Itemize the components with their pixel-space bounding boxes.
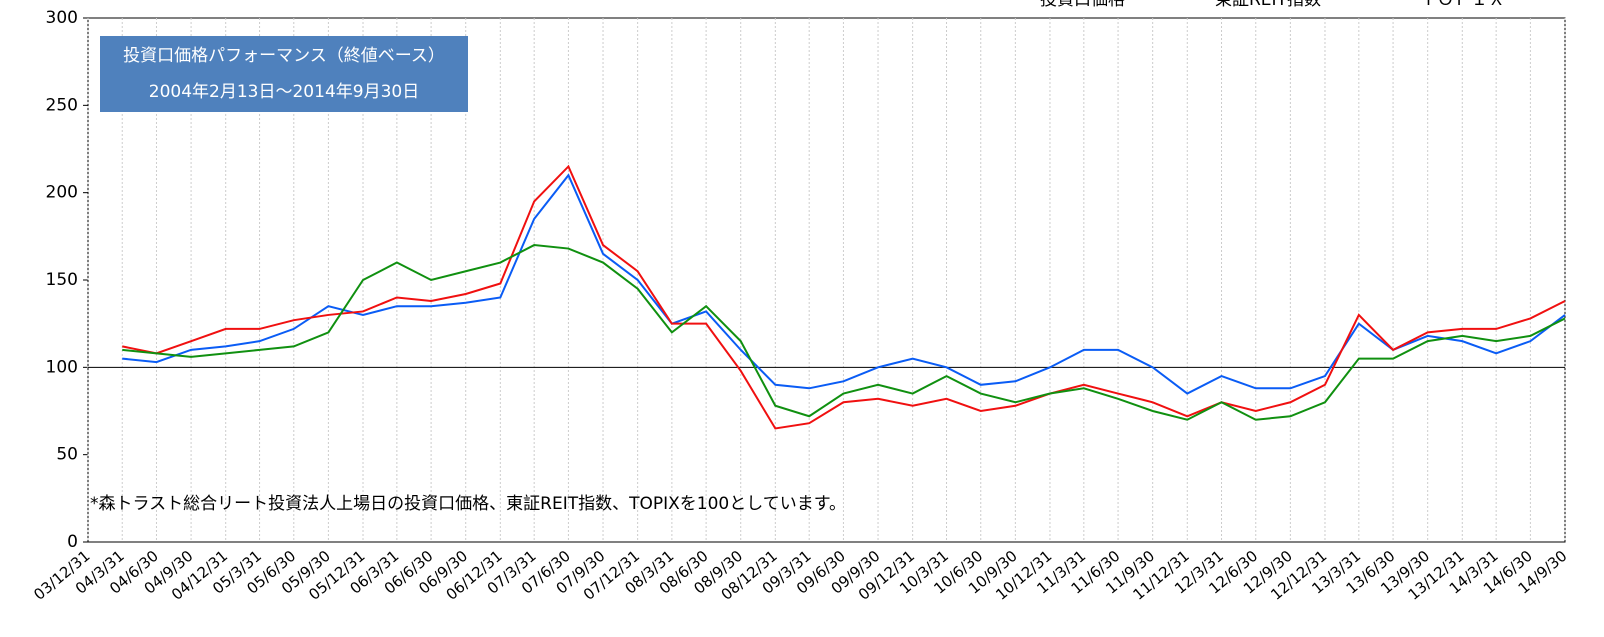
y-tick-label: 100 <box>46 357 78 377</box>
y-tick-label: 150 <box>46 270 78 290</box>
series-line <box>122 164 1566 430</box>
series-line <box>122 173 1566 395</box>
title-box <box>100 36 468 112</box>
y-tick-label: 300 <box>46 8 78 28</box>
y-tick-label: 50 <box>56 445 78 465</box>
y-tick-label: 0 <box>67 532 78 552</box>
y-tick-label: 250 <box>46 95 78 115</box>
legend-label: ＴＯＰＩＸ <box>1420 0 1505 10</box>
y-tick-label: 200 <box>46 183 78 203</box>
legend-label: 投資口価格 <box>1040 0 1125 10</box>
chart-subtitle: 2004年2月13日～2014年9月30日 <box>149 82 419 102</box>
series-line <box>122 244 1566 421</box>
legend-label: 東証REIT指数 <box>1215 0 1321 10</box>
annotation: *森トラスト総合リート投資法人上場日の投資口価格、東証REIT指数、TOPIXを… <box>90 494 846 514</box>
chart-title: 投資口価格パフォーマンス（終値ベース） <box>123 46 445 66</box>
